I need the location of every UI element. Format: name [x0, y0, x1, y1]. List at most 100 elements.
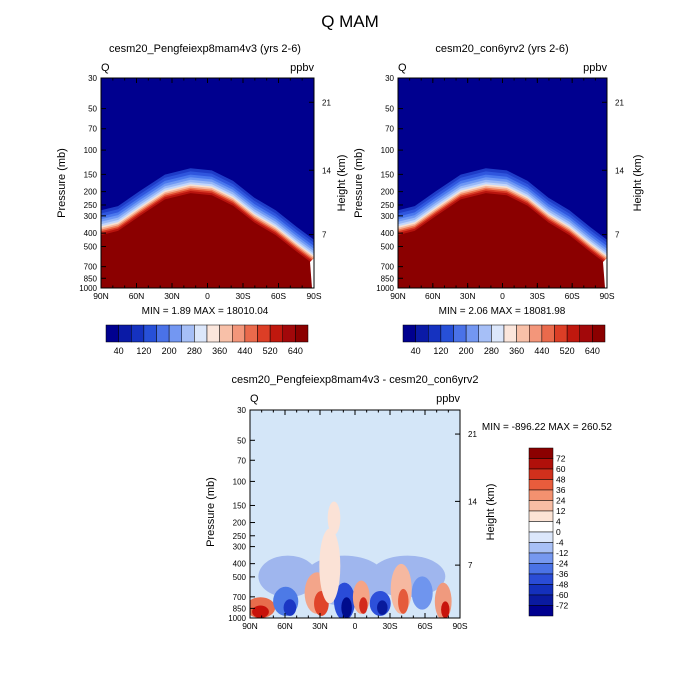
colorbar-swatch: [528, 447, 554, 459]
colorbar-swatch: [503, 324, 517, 343]
colorbar-swatch: [541, 324, 555, 343]
x-tick-label: 0: [205, 291, 210, 301]
panel-title: cesm20_Pengfeiexp8mam4v3 (yrs 2-6): [109, 43, 301, 55]
colorbar-label: 520: [560, 346, 575, 356]
y-tick-label: 1000: [376, 284, 394, 293]
y-tick-label: 250: [233, 532, 247, 541]
terrain-mask: [310, 258, 314, 288]
colorbar-label: 360: [509, 346, 524, 356]
x-tick-label: 0: [353, 621, 358, 631]
x-tick-label: 60S: [565, 291, 580, 301]
y-tick-label: 400: [84, 229, 98, 238]
colorbar-swatch: [428, 324, 442, 343]
y-tick-label: 100: [381, 146, 395, 155]
colorbar-label: -24: [556, 559, 569, 569]
y-axis-label: Pressure (mb): [353, 148, 365, 218]
x-tick-label: 30S: [382, 621, 397, 631]
colorbar-label: 4: [556, 517, 561, 527]
variable-label: Q: [250, 393, 259, 405]
units-label: ppbv: [436, 393, 460, 405]
y-right-tick-label: 14: [468, 497, 477, 506]
colorbar-label: 40: [411, 346, 421, 356]
panel-top-right: cesm20_con6yrv2 (yrs 2-6) Q ppbv 90N 60N 3…: [353, 43, 644, 356]
y-tick-label: 200: [84, 188, 98, 197]
colorbar-swatch: [168, 324, 182, 343]
figure-title: Q MAM: [321, 12, 379, 31]
colorbar-label: 36: [556, 485, 566, 495]
colorbar-swatch: [528, 521, 554, 533]
y-right-tick-label: 14: [615, 166, 624, 175]
colorbar-label: 520: [263, 346, 278, 356]
colorbar-swatch: [528, 500, 554, 512]
x-tick-label: 60N: [425, 291, 441, 301]
y-axis-label: Pressure (mb): [56, 148, 68, 218]
contour-anomaly: [341, 597, 352, 618]
colorbar-label: 200: [162, 346, 177, 356]
colorbar-label: -48: [556, 580, 569, 590]
x-tick-label: 90S: [599, 291, 614, 301]
panel-difference: cesm20_Pengfeiexp8mam4v3 - cesm20_con6yr…: [205, 374, 612, 631]
colorbar-swatch: [528, 468, 554, 480]
y-tick-label: 50: [385, 105, 394, 114]
y-axis-right-label: Height (km): [632, 155, 644, 212]
x-tick-label: 30S: [235, 291, 250, 301]
colorbar-swatch: [194, 324, 208, 343]
colorbar-swatch: [592, 324, 606, 343]
x-tick-label: 90S: [452, 621, 467, 631]
y-tick-label: 100: [233, 477, 247, 486]
colorbar-swatch: [257, 324, 271, 343]
y-tick-label: 30: [88, 74, 97, 83]
colorbar-label: 24: [556, 496, 566, 506]
contour-anomaly: [283, 599, 297, 616]
y-tick-label: 150: [233, 501, 247, 510]
colorbar-label: -4: [556, 538, 564, 548]
colorbar-swatch: [232, 324, 246, 343]
contour-anomaly: [411, 576, 433, 610]
y-tick-label: 300: [84, 212, 98, 221]
colorbar-swatch: [491, 324, 505, 343]
y-tick-label: 400: [381, 229, 395, 238]
colorbar-swatch: [529, 324, 543, 343]
plot-area: 90N 60N 30N 0 30S 60S 90S 30 50 70 100 150 200 250 300…: [228, 406, 477, 631]
colorbar-swatch: [465, 324, 479, 343]
colorbar-swatch: [516, 324, 530, 343]
colorbar-swatch: [156, 324, 170, 343]
y-right-tick-label: 7: [468, 561, 473, 570]
contour-anomaly: [377, 600, 388, 615]
x-tick-label: 90N: [93, 291, 109, 301]
panel-title: cesm20_con6yrv2 (yrs 2-6): [435, 43, 568, 55]
contour-band: [398, 193, 607, 288]
colorbar-label: 72: [556, 454, 566, 464]
y-tick-label: 70: [88, 125, 97, 134]
y-tick-label: 200: [381, 188, 395, 197]
y-tick-label: 300: [233, 543, 247, 552]
y-axis-label: Pressure (mb): [205, 477, 217, 547]
colorbar-swatch: [528, 594, 554, 606]
colorbar-label: -72: [556, 601, 569, 611]
colorbar: 40 120 200 280 360 440 520 640: [402, 324, 606, 356]
colorbar-label: 360: [212, 346, 227, 356]
contour-field: [398, 78, 607, 288]
y-tick-label: 300: [381, 212, 395, 221]
x-tick-label: 90N: [242, 621, 258, 631]
y-tick-label: 850: [233, 604, 247, 613]
contour-anomaly: [319, 528, 341, 604]
y-tick-label: 250: [381, 201, 395, 210]
colorbar-label: -12: [556, 548, 569, 558]
colorbar-label: 60: [556, 464, 566, 474]
colorbar-label: -60: [556, 590, 569, 600]
colorbar-swatch: [181, 324, 195, 343]
colorbar-label: 200: [459, 346, 474, 356]
minmax-label: MIN = 1.89 MAX = 18010.04: [142, 306, 269, 317]
colorbar-swatch: [528, 584, 554, 596]
y-tick-label: 100: [84, 146, 98, 155]
panel-title: cesm20_Pengfeiexp8mam4v3 - cesm20_con6yr…: [231, 374, 478, 386]
colorbar-swatch: [528, 458, 554, 470]
y-tick-label: 70: [385, 125, 394, 134]
x-tick-label: 30N: [312, 621, 328, 631]
y-tick-label: 700: [84, 263, 98, 272]
colorbar-label: 440: [237, 346, 252, 356]
y-tick-label: 850: [84, 274, 98, 283]
